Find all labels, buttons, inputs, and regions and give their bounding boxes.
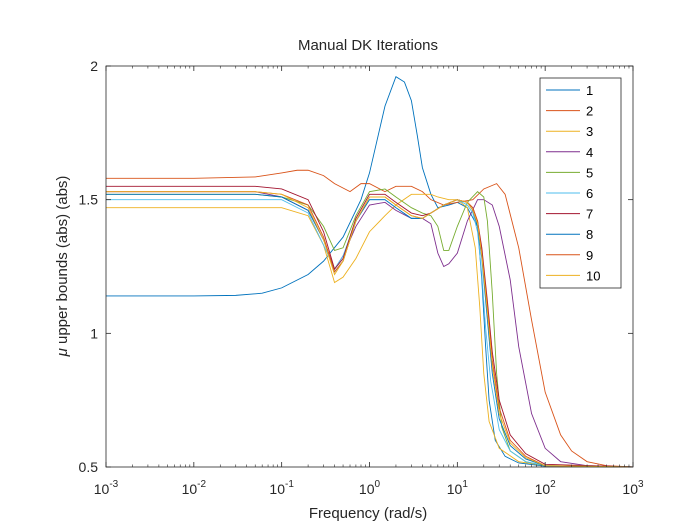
y-tick-label-1: 1 <box>90 325 98 341</box>
y-axis-label-text: upper bounds (abs) (abs) <box>54 176 71 349</box>
series-line-10 <box>106 191 634 468</box>
legend-label-7: 7 <box>586 207 593 222</box>
y-axis-label: μ upper bounds (abs) (abs) <box>54 176 71 358</box>
legend-label-5: 5 <box>586 165 593 180</box>
legend-box <box>539 77 622 289</box>
legend-label-6: 6 <box>586 186 593 201</box>
y-axis-label-symbol: μ <box>54 348 71 357</box>
legend-label-1: 1 <box>586 83 593 98</box>
series-line-1 <box>106 76 634 468</box>
series-line-2 <box>106 169 634 468</box>
series-layer <box>106 76 634 468</box>
legend-label-10: 10 <box>586 268 600 283</box>
x-tick-label-3: 100 <box>359 479 381 497</box>
legend-label-2: 2 <box>586 104 593 119</box>
series-line-5 <box>106 188 634 468</box>
legend-label-8: 8 <box>586 227 593 242</box>
x-tick-label-4: 101 <box>447 479 469 497</box>
y-tick-label-3: 2 <box>90 58 98 74</box>
legend: 1 2 3 4 5 6 7 8 9 10 <box>539 77 622 289</box>
series-line-3 <box>106 193 634 468</box>
chart-title: Manual DK Iterations <box>298 37 438 54</box>
x-tick-label-1: 10-2 <box>182 479 207 497</box>
x-axis-label: Frequency (rad/s) <box>309 505 427 522</box>
x-tick-label-6: 103 <box>622 479 644 497</box>
x-tick-label-0: 10-3 <box>94 479 119 497</box>
y-tick-label-2: 1.5 <box>79 192 99 208</box>
legend-label-4: 4 <box>586 145 593 160</box>
x-tick-label-2: 10-1 <box>269 479 294 497</box>
x-tick-label-5: 102 <box>535 479 557 497</box>
legend-label-9: 9 <box>586 248 593 263</box>
legend-label-3: 3 <box>586 124 593 139</box>
series-line-7 <box>106 185 634 468</box>
y-tick-label-0: 0.5 <box>79 459 99 475</box>
